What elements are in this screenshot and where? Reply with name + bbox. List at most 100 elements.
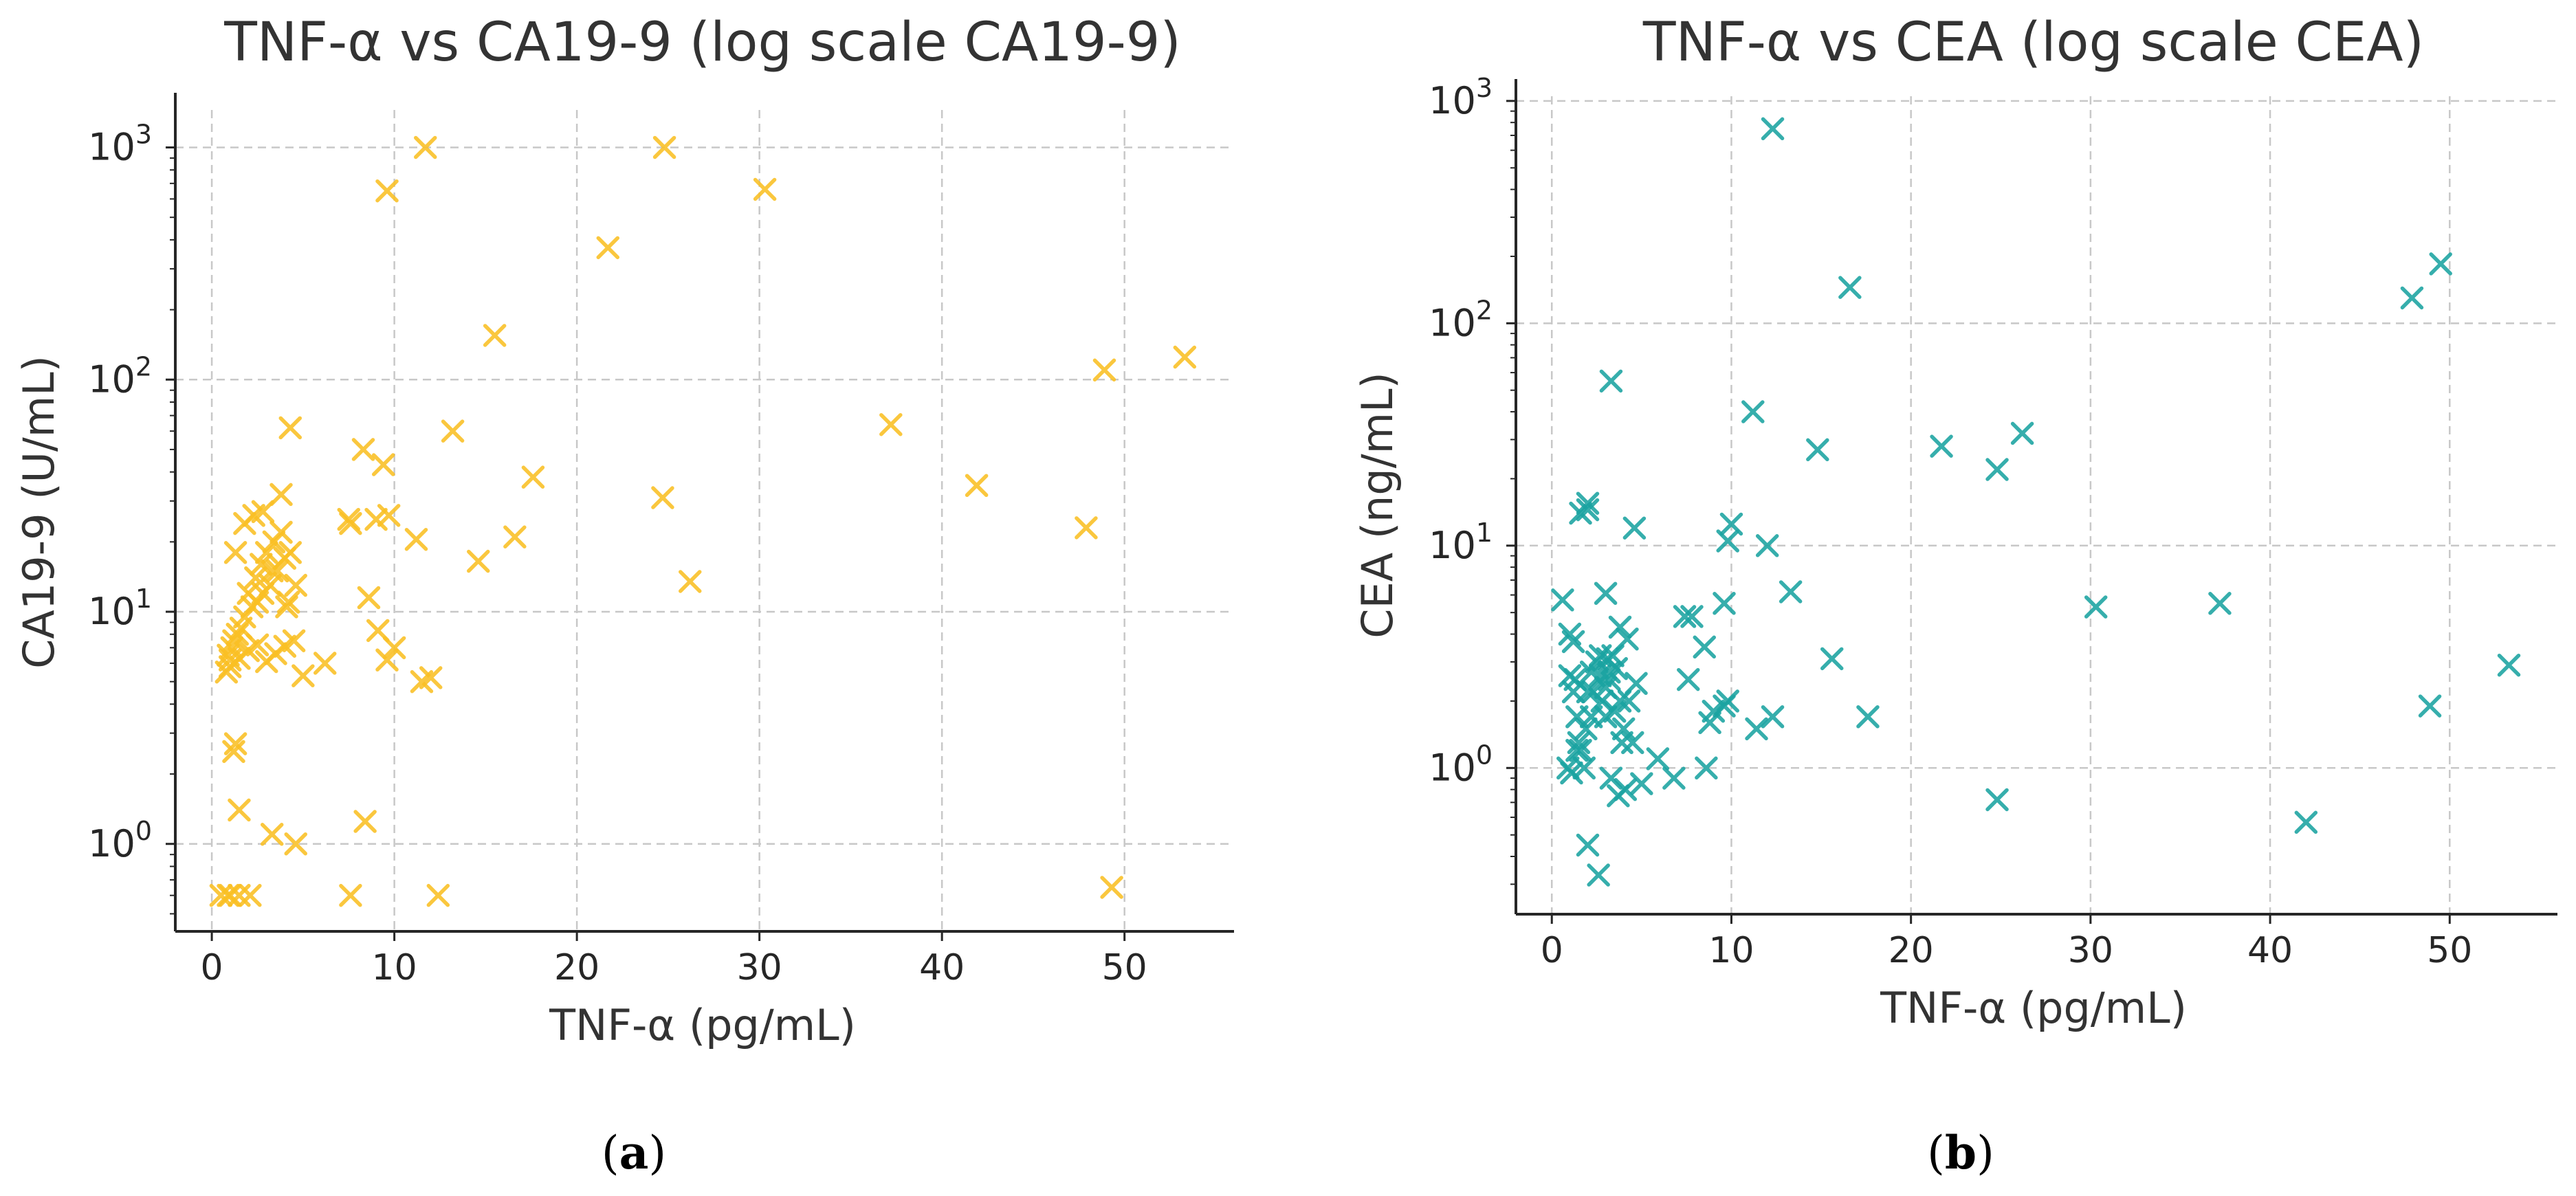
chart-a-data-point (222, 629, 245, 652)
chart-b-data-point (2418, 694, 2442, 718)
chart-b-data-point (1608, 615, 1632, 639)
chart-b-data-point (2497, 653, 2521, 677)
chart-a-data-point (753, 177, 777, 201)
chart-b-data-point (1576, 491, 1600, 515)
chart-b-data-point (1716, 689, 1739, 713)
chart-a-data-point (375, 179, 399, 203)
chart-b-data-point (2010, 421, 2034, 445)
chart-b-data-point (2294, 810, 2318, 834)
chart-b-data-point (1589, 644, 1612, 667)
chart-b-data-point (1614, 777, 1638, 801)
chart-a-x-tick-label: 50 (1102, 947, 1147, 988)
chart-a-data-point (278, 541, 302, 564)
chart-b-data-point (1820, 647, 1844, 671)
chart-a-data-point (250, 553, 273, 576)
chart-a-data-point (1075, 516, 1098, 540)
chart-a-data-point (255, 541, 278, 564)
chart-a-data-point (276, 590, 300, 614)
chart-b-data-point (1838, 276, 1862, 299)
chart-b-data-point (1930, 434, 1953, 458)
chart-a-data-point (223, 541, 247, 564)
chart-a-data-point (1173, 345, 1197, 369)
chart-a-data-point (275, 595, 298, 619)
chart-a-data-point (245, 633, 269, 656)
chart-b-title: TNF-α vs CEA (log scale CEA) (1642, 12, 2424, 74)
chart-a-data-point (236, 582, 260, 606)
chart-b-data-point (1741, 400, 1765, 423)
chart-a-y-tick-label: 101 (88, 584, 152, 633)
chart-a-data-point (278, 416, 302, 440)
chart-a-points (209, 135, 1197, 907)
chart-a-data-point (371, 453, 395, 476)
chart-a-y-axis-label: CA19-9 (U/mL) (14, 355, 64, 669)
chart-a-data-point (467, 549, 490, 573)
chart-a-axes (174, 93, 1234, 933)
chart-a-data-point (651, 486, 674, 509)
chart-a-data-point (483, 324, 507, 347)
chart-b-data-point (1630, 772, 1653, 795)
chart-b-data-point (1579, 705, 1603, 729)
chart-a-data-point (965, 474, 989, 497)
chart-a-y-tick-label: 103 (88, 120, 152, 169)
chart-panel-a: 0 10 20 30 40 50 100 101 102 103 TNF-α vs CA19-9… (14, 12, 1234, 1180)
chart-b-data-point (1745, 717, 1768, 741)
chart-a-data-point (265, 559, 289, 583)
chart-b-data-point (1572, 756, 1596, 780)
chart-b-data-point (2084, 595, 2108, 619)
chart-b-data-point (1985, 788, 2009, 812)
chart-b-data-point (1561, 680, 1585, 704)
chart-b-grid (1516, 96, 2557, 914)
chart-b-data-point (1673, 605, 1697, 628)
chart-a-data-point (209, 883, 233, 907)
chart-a-data-point (313, 652, 337, 675)
chart-b-points (1551, 117, 2521, 887)
chart-b-data-point (1677, 667, 1700, 691)
chart-b-data-point (1646, 747, 1670, 771)
chart-a-data-point (426, 883, 450, 907)
chart-a-data-point (1092, 358, 1116, 382)
panel-label-a-open: ( (602, 1127, 619, 1180)
chart-b-data-point (1985, 458, 2009, 481)
chart-a-data-point (244, 566, 267, 590)
panel-label-a: (a) (602, 1126, 666, 1180)
chart-b-data-point (1551, 588, 1574, 612)
chart-b-x-tick-label: 10 (1708, 930, 1754, 971)
chart-a-data-point (414, 135, 437, 159)
chart-b-data-point (1755, 534, 1779, 557)
chart-b-y-ticks: 100 101 102 103 (1429, 73, 1516, 885)
chart-b-data-point (1594, 582, 1618, 606)
chart-b-data-point (1587, 863, 1610, 887)
chart-a-data-point (251, 500, 275, 524)
chart-a-data-point (291, 664, 315, 687)
chart-b-data-point (1594, 676, 1618, 700)
chart-b-x-tick-label: 20 (1889, 930, 1934, 971)
panel-label-b-letter: b (1945, 1126, 1977, 1180)
panel-label-b: (b) (1927, 1126, 1994, 1180)
chart-a-title: TNF-α vs CA19-9 (log scale CA19-9) (223, 12, 1181, 74)
chart-b-data-point (1662, 766, 1686, 790)
chart-a-data-point (353, 810, 377, 833)
chart-a-data-point (282, 629, 306, 652)
chart-a-data-point (364, 507, 388, 531)
chart-a-data-point (218, 883, 242, 907)
chart-a-data-point (284, 573, 307, 597)
chart-b-data-point (1761, 705, 1785, 729)
chart-b-data-point (1719, 512, 1743, 536)
chart-b-x-tick-label: 30 (2068, 930, 2113, 971)
chart-a-data-point (1100, 876, 1123, 899)
chart-a-grid (175, 110, 1234, 931)
chart-b-y-tick-label: 100 (1429, 740, 1493, 789)
chart-a-data-point (377, 504, 401, 527)
chart-b-data-point (1599, 766, 1623, 790)
chart-b-data-point (1779, 580, 1803, 603)
chart-b-x-ticks: 0 10 20 30 40 50 (1541, 914, 2472, 971)
chart-b-data-point (1567, 731, 1591, 755)
chart-a-data-point (339, 511, 362, 535)
chart-b-y-axis-label: CEA (ng/mL) (1352, 372, 1402, 638)
chart-a-data-point (879, 412, 903, 436)
chart-b-data-point (1680, 605, 1704, 628)
chart-b-data-point (1576, 833, 1600, 857)
chart-a-x-tick-label: 10 (372, 947, 417, 988)
chart-b-y-tick-label: 102 (1429, 295, 1493, 344)
